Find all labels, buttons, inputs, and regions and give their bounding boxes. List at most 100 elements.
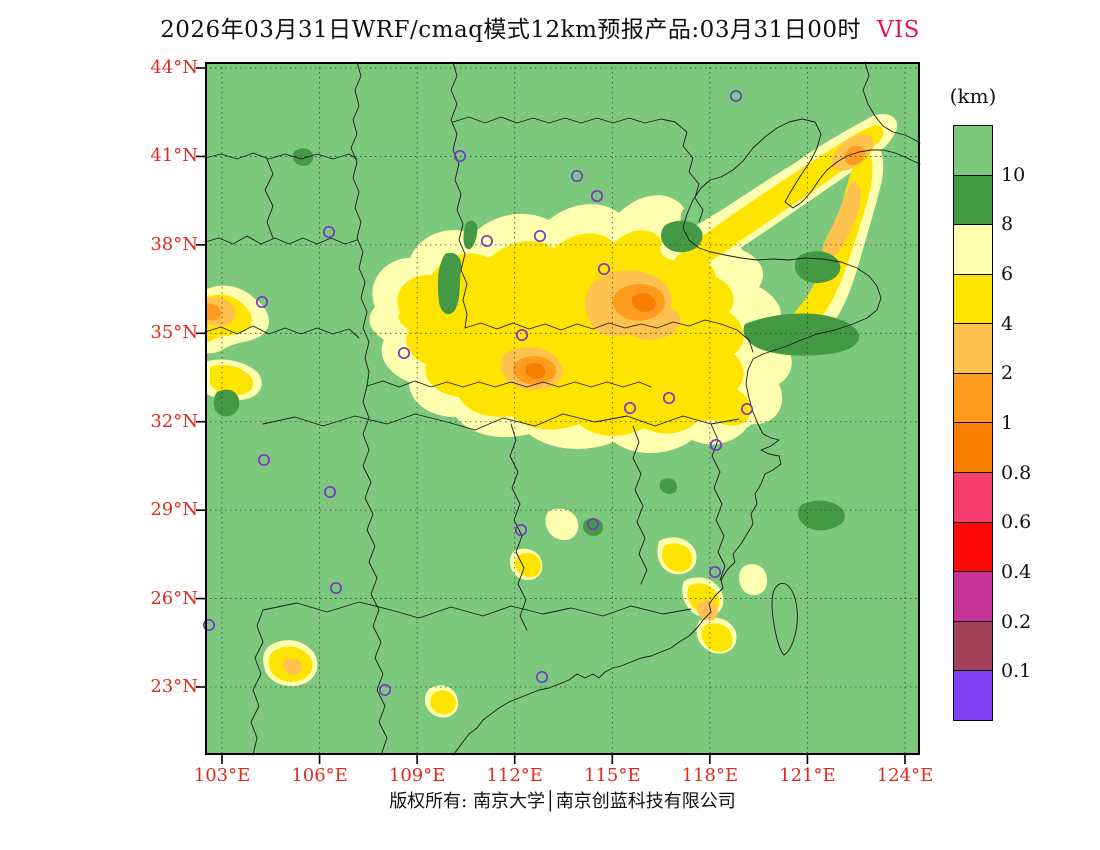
station-marker bbox=[533, 229, 547, 243]
legend-color-box bbox=[954, 423, 992, 474]
legend-color-box bbox=[954, 274, 992, 325]
visibility-contour bbox=[292, 148, 314, 166]
legend-level-label: 10 bbox=[1001, 163, 1026, 186]
station-marker bbox=[514, 523, 528, 537]
boundary-line bbox=[264, 158, 274, 239]
boundary-line bbox=[350, 61, 370, 387]
visibility-contour bbox=[743, 313, 860, 356]
axis-ticks bbox=[196, 67, 906, 764]
copyright-text: 版权所有: 南京大学│南京创蓝科技有限公司 bbox=[389, 791, 736, 812]
station-marker bbox=[255, 295, 269, 309]
station-marker bbox=[740, 402, 754, 416]
station-marker bbox=[709, 438, 723, 452]
map-frame bbox=[205, 62, 920, 755]
station-marker bbox=[586, 517, 600, 531]
boundary-line bbox=[452, 136, 882, 756]
lon-label: 124°E bbox=[876, 765, 934, 786]
lat-label: 38°N bbox=[150, 233, 198, 255]
legend-level-label: 0.2 bbox=[1001, 610, 1032, 633]
visibility-contour bbox=[701, 623, 733, 652]
station-marker bbox=[597, 262, 611, 276]
station-marker bbox=[322, 225, 336, 239]
boundary-line bbox=[366, 380, 652, 388]
legend-color-box bbox=[954, 621, 992, 672]
lon-label: 109°E bbox=[388, 765, 446, 786]
legend-level-label: 6 bbox=[1001, 263, 1014, 285]
boundary-line bbox=[262, 601, 692, 619]
legend-level-label: 8 bbox=[1001, 213, 1014, 236]
boundary-line bbox=[509, 423, 528, 631]
legend-color-box bbox=[954, 572, 992, 622]
station-marker bbox=[323, 485, 337, 499]
boundary-line bbox=[632, 425, 648, 585]
station-marker bbox=[708, 565, 722, 579]
lat-label: 32°N bbox=[150, 410, 198, 432]
legend-color-box bbox=[954, 126, 992, 176]
legend-colorbar bbox=[953, 125, 993, 721]
legend-color-box bbox=[954, 324, 992, 374]
legend-color-box bbox=[954, 373, 992, 424]
visibility-contour bbox=[515, 553, 542, 578]
title-variable: VIS bbox=[876, 17, 920, 43]
visibility-contour bbox=[822, 181, 861, 258]
station-marker bbox=[202, 618, 216, 632]
legend-level-label: 1 bbox=[1001, 412, 1014, 434]
visibility-contour bbox=[699, 384, 752, 426]
lon-label: 112°E bbox=[486, 765, 543, 786]
boundary-line bbox=[464, 322, 658, 331]
graticule bbox=[205, 62, 920, 755]
station-marker bbox=[729, 89, 743, 103]
legend-color-box bbox=[954, 473, 992, 523]
lat-label: 29°N bbox=[150, 499, 198, 521]
visibility-contour bbox=[697, 600, 719, 621]
visibility-contour bbox=[437, 252, 462, 315]
visibility-contour bbox=[661, 220, 703, 253]
legend-level-label: 4 bbox=[1001, 312, 1014, 335]
legend-unit-label: (km) bbox=[949, 84, 997, 108]
legend-color-box bbox=[954, 175, 992, 226]
station-marker bbox=[570, 169, 584, 183]
boundary-line bbox=[204, 235, 358, 245]
station-marker bbox=[515, 328, 529, 342]
legend-level-label: 0.1 bbox=[1001, 660, 1032, 683]
boundary-line bbox=[656, 319, 754, 353]
visibility-contour bbox=[463, 220, 478, 250]
boundary-line bbox=[262, 413, 740, 431]
boundary-line bbox=[862, 61, 921, 144]
boundary-line bbox=[362, 385, 388, 756]
boundary-line bbox=[452, 116, 676, 124]
station-marker bbox=[329, 581, 343, 595]
boundary-line bbox=[450, 61, 468, 329]
visibility-contour bbox=[631, 293, 656, 312]
visibility-layer-deep-orange bbox=[525, 293, 656, 380]
lat-label: 35°N bbox=[150, 322, 198, 344]
visibility-contour bbox=[545, 508, 579, 541]
boundary-line bbox=[771, 583, 798, 656]
visibility-contour bbox=[739, 564, 768, 596]
legend-color-box bbox=[954, 522, 992, 573]
lat-label: 44°N bbox=[150, 57, 198, 78]
lat-label: 41°N bbox=[150, 145, 198, 167]
boundary-line bbox=[250, 609, 264, 756]
lon-label: 118°E bbox=[681, 765, 739, 786]
visibility-contour bbox=[798, 500, 845, 531]
station-marker bbox=[623, 401, 637, 415]
boundary-line bbox=[674, 121, 704, 223]
page-title: 2026年03月31日WRF/cmaq模式12km预报产品:03月31日00时 V… bbox=[0, 10, 1080, 44]
station-marker bbox=[590, 189, 604, 203]
lat-label: 26°N bbox=[150, 587, 198, 609]
station-marker bbox=[397, 346, 411, 360]
legend-color-box bbox=[954, 671, 992, 720]
forecast-map bbox=[196, 61, 921, 764]
visibility-contour bbox=[205, 303, 222, 321]
boundary-line bbox=[204, 152, 358, 160]
boundary-line bbox=[764, 118, 921, 209]
station-marker bbox=[480, 234, 494, 248]
legend-level-label: 0.4 bbox=[1001, 561, 1032, 583]
station-marker bbox=[662, 391, 676, 405]
visibility-layer-dark-green bbox=[213, 148, 860, 536]
station-markers bbox=[202, 89, 754, 697]
lon-label: 103°E bbox=[193, 765, 251, 786]
visibility-contour bbox=[674, 125, 884, 272]
